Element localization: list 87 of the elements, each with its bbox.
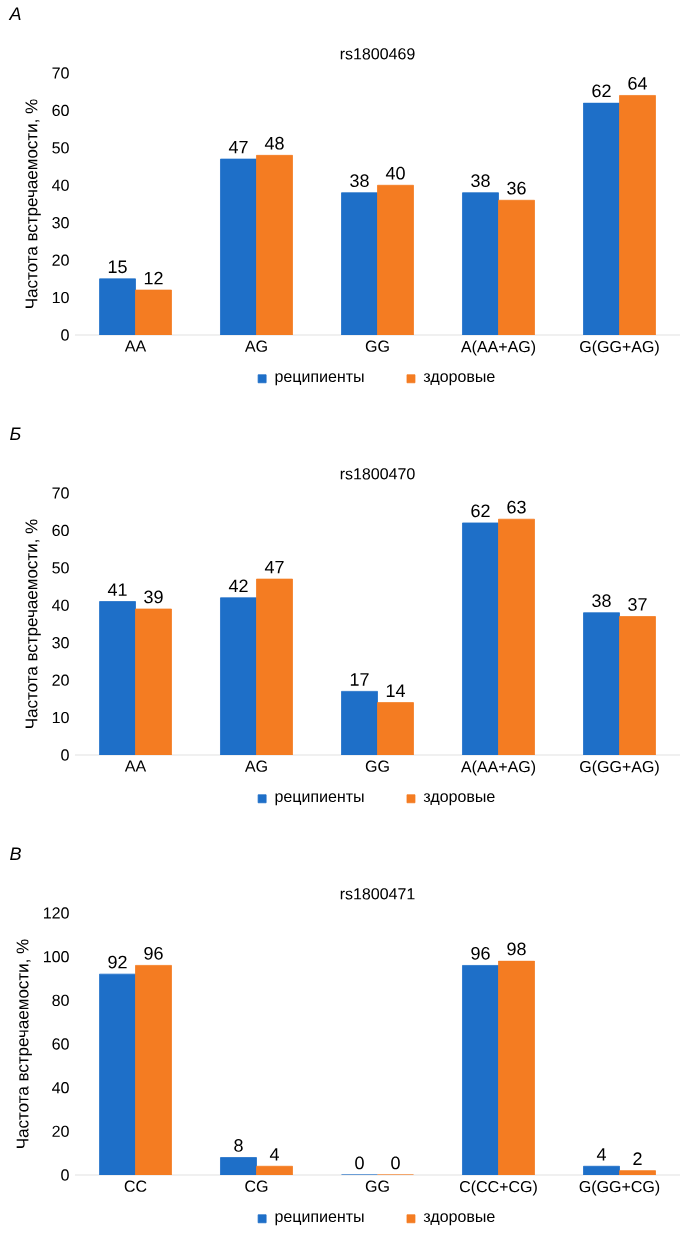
data-label: 64 <box>628 76 647 90</box>
data-label: 2 <box>633 1152 642 1165</box>
x-tick-label: G(GG+AG) <box>580 340 659 356</box>
data-label: 17 <box>350 673 369 686</box>
y-tick-label: 30 <box>52 637 69 649</box>
x-tick-label: C(CC+CG) <box>459 1180 537 1196</box>
x-tick-label: GG <box>365 340 389 352</box>
y-tick-label: 40 <box>52 599 69 611</box>
legend-label: здоровые <box>423 373 495 386</box>
text: Б <box>10 427 21 440</box>
y-axis-title: Частота встречаемости, % <box>25 519 41 728</box>
x-tick-label: AA <box>124 340 147 352</box>
data-label: 47 <box>228 140 248 154</box>
y-tick-label: 20 <box>52 1125 69 1138</box>
y-tick-label: 40 <box>52 179 69 191</box>
data-label: 38 <box>471 174 490 188</box>
x-tick-label: G(GG+AG) <box>580 760 659 776</box>
x-tick-label: AG <box>244 340 267 352</box>
data-label: 98 <box>507 942 526 956</box>
y-tick-label: 20 <box>52 674 69 686</box>
data-label: 62 <box>592 84 611 98</box>
data-label: 0 <box>391 1156 400 1170</box>
y-tick-label: 10 <box>52 291 69 304</box>
y-axis-title: Частота встречаемости, % <box>16 939 32 1148</box>
y-tick-label: 0 <box>61 749 69 761</box>
y-tick-label: 10 <box>52 711 69 724</box>
y-tick-label: 70 <box>52 487 69 499</box>
data-label: 4 <box>596 1148 606 1161</box>
y-tick-label: 100 <box>43 951 69 963</box>
y-tick-label: 20 <box>52 254 69 266</box>
data-label: 39 <box>144 590 163 604</box>
data-label: 38 <box>592 594 611 608</box>
data-label: 15 <box>108 260 127 274</box>
x-tick-label: GG <box>365 1180 389 1192</box>
bar <box>619 1170 656 1176</box>
legend-label: реципиенты <box>275 373 364 386</box>
y-tick-label: 60 <box>52 104 69 117</box>
data-label: 37 <box>628 598 647 611</box>
y-tick-label: 40 <box>52 1082 69 1094</box>
chart-title: rs1800470 <box>340 468 415 480</box>
data-label: 92 <box>108 955 127 969</box>
x-tick-label: G(GG+CG) <box>579 1180 660 1196</box>
chart-title: rs1800471 <box>340 888 415 900</box>
y-axis-title: Частота встречаемости, % <box>25 99 41 308</box>
x-tick-label: AA <box>124 760 147 772</box>
data-label: 47 <box>264 560 284 574</box>
bar <box>498 960 535 1176</box>
text: В <box>10 847 21 860</box>
bar <box>256 1165 293 1176</box>
data-label: 14 <box>386 684 405 697</box>
data-label: 42 <box>228 579 248 593</box>
x-tick-label: AG <box>244 760 267 772</box>
y-tick-label: 0 <box>61 329 69 341</box>
x-tick-label: A(AA+AG) <box>460 760 536 776</box>
x-tick-label: GG <box>365 760 389 772</box>
y-tick-label: 60 <box>52 1038 69 1050</box>
data-label: 63 <box>507 500 526 514</box>
y-tick-label: 80 <box>52 994 69 1007</box>
data-label: 96 <box>471 946 490 960</box>
x-tick-label: CG <box>245 1180 268 1192</box>
y-tick-label: 70 <box>52 67 69 79</box>
data-label: 36 <box>507 181 526 195</box>
legend-label: реципиенты <box>275 793 364 806</box>
y-tick-label: 50 <box>52 562 69 574</box>
y-tick-label: 0 <box>61 1169 69 1181</box>
data-label: 40 <box>385 166 405 180</box>
data-label: 4 <box>269 1148 279 1161</box>
y-tick-label: 50 <box>52 142 69 154</box>
y-tick-label: 30 <box>52 217 69 229</box>
y-tick-label: 60 <box>52 524 69 537</box>
x-tick-label: A(AA+AG) <box>460 340 536 356</box>
data-label: 48 <box>264 136 284 150</box>
data-label: 0 <box>355 1156 364 1170</box>
legend-label: здоровые <box>423 793 495 806</box>
data-label: 96 <box>144 946 163 960</box>
data-label: 12 <box>144 271 163 285</box>
data-label: 41 <box>107 583 127 596</box>
chart-title: rs1800469 <box>340 48 415 60</box>
legend-label: здоровые <box>423 1213 495 1226</box>
data-label: 8 <box>234 1139 243 1152</box>
text: А <box>8 7 21 20</box>
legend-label: реципиенты <box>275 1213 364 1226</box>
data-label: 62 <box>471 504 490 518</box>
data-label: 38 <box>350 174 369 188</box>
y-tick-label: 120 <box>43 907 69 919</box>
bar <box>135 965 172 1176</box>
x-tick-label: CC <box>124 1180 147 1192</box>
